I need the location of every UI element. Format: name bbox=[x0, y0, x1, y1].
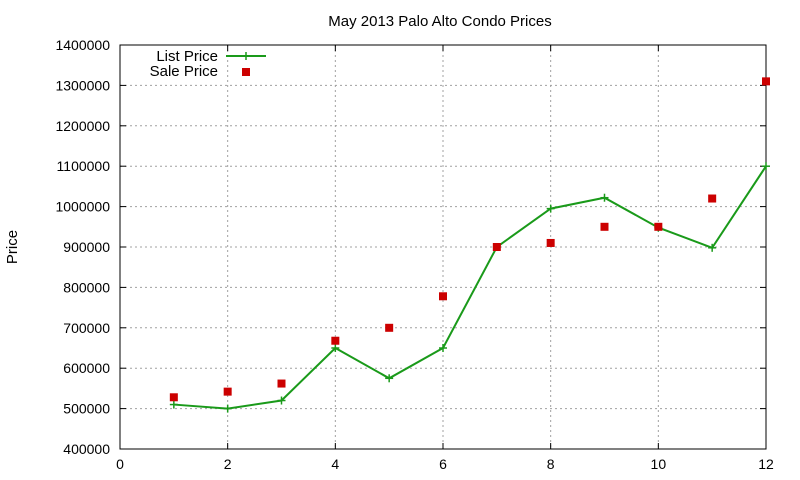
data-point bbox=[169, 400, 178, 409]
data-point bbox=[331, 336, 340, 345]
y-tick-label: 1000000 bbox=[55, 199, 110, 215]
y-tick-label: 1200000 bbox=[55, 118, 110, 134]
legend-swatch-sale-price bbox=[242, 68, 250, 76]
x-tick-label: 12 bbox=[758, 456, 774, 472]
data-point bbox=[223, 404, 232, 413]
data-point bbox=[600, 193, 609, 202]
y-tick-label: 500000 bbox=[63, 401, 110, 417]
data-point bbox=[762, 162, 770, 171]
legend-marker-square bbox=[242, 68, 250, 76]
data-point bbox=[654, 222, 663, 231]
x-tick-label: 2 bbox=[224, 456, 232, 472]
y-tick-label: 1400000 bbox=[55, 37, 110, 53]
x-tick-label: 4 bbox=[331, 456, 339, 472]
data-point bbox=[708, 243, 717, 252]
grid bbox=[120, 45, 766, 449]
y-tick-label: 800000 bbox=[63, 279, 110, 295]
data-point bbox=[708, 194, 717, 203]
x-tick-label: 6 bbox=[439, 456, 447, 472]
data-point bbox=[439, 344, 447, 352]
y-tick-label: 600000 bbox=[63, 360, 110, 376]
y-tick-label: 1100000 bbox=[57, 158, 111, 174]
series-line bbox=[173, 165, 767, 410]
data-point bbox=[546, 204, 555, 213]
y-tick-label: 400000 bbox=[63, 441, 110, 457]
series-1 bbox=[169, 77, 770, 402]
data-point bbox=[492, 243, 501, 251]
legend-swatch-list-price bbox=[226, 52, 266, 60]
x-tick-label: 8 bbox=[547, 456, 555, 472]
legend-marker-plus bbox=[242, 52, 250, 60]
chart-title: May 2013 Palo Alto Condo Prices bbox=[328, 13, 551, 30]
y-tick-label: 700000 bbox=[63, 320, 110, 336]
data-point bbox=[385, 323, 394, 332]
y-tick-label: 900000 bbox=[63, 239, 110, 255]
data-point bbox=[277, 396, 286, 405]
y-axis-label: Price bbox=[4, 230, 21, 264]
series bbox=[169, 77, 770, 413]
legend: List Price Sale Price bbox=[150, 48, 266, 80]
data-point bbox=[546, 238, 555, 247]
data-point bbox=[331, 344, 340, 352]
data-point bbox=[600, 222, 609, 231]
axis-ticks: 0 2 4 6 8 10 12 400000 500000 600000 700000 800000 9… bbox=[55, 37, 774, 472]
x-tick-label: 10 bbox=[651, 456, 667, 472]
data-point bbox=[762, 77, 770, 86]
data-point bbox=[385, 374, 394, 383]
data-point bbox=[277, 379, 286, 388]
series-0 bbox=[169, 162, 770, 413]
legend-label-sale-price: Sale Price bbox=[150, 63, 218, 80]
data-point bbox=[439, 292, 447, 301]
data-point bbox=[223, 387, 232, 396]
legend-label-list-price: List Price bbox=[156, 48, 218, 65]
data-point bbox=[169, 393, 178, 402]
y-tick-label: 1300000 bbox=[55, 77, 110, 93]
x-tick-label: 0 bbox=[116, 456, 124, 472]
